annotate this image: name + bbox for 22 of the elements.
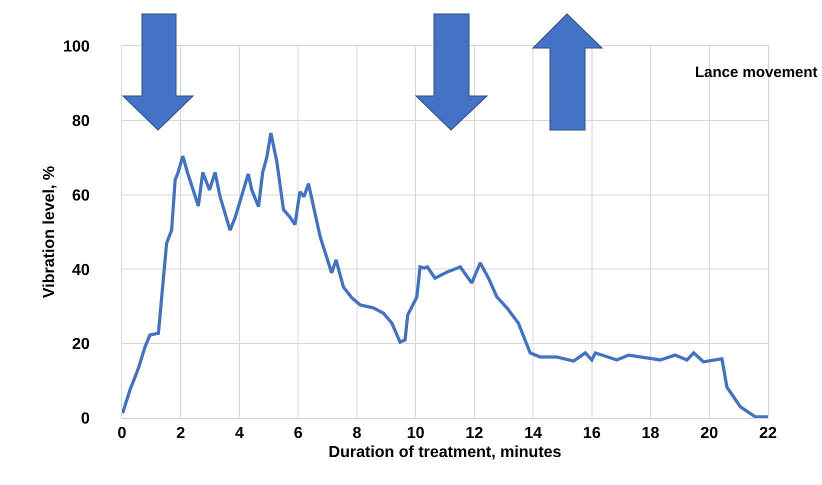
x-tick-label: 22 bbox=[759, 425, 777, 442]
x-tick-label: 18 bbox=[642, 425, 660, 442]
x-tick-label: 0 bbox=[118, 425, 127, 442]
x-tick-label: 16 bbox=[582, 425, 601, 442]
y-tick-label: 20 bbox=[72, 336, 90, 354]
y-tick-label: 80 bbox=[72, 113, 90, 130]
x-tick-label: 20 bbox=[700, 425, 718, 442]
y-tick-label: 40 bbox=[72, 262, 90, 279]
x-tick-label: 12 bbox=[465, 425, 484, 442]
x-tick-label: 4 bbox=[234, 425, 244, 442]
x-tick-label: 10 bbox=[406, 425, 425, 442]
line-series bbox=[122, 131, 768, 418]
y-tick-label: 0 bbox=[80, 410, 90, 428]
x-tick-label: 14 bbox=[524, 425, 542, 442]
y-tick-label: 100 bbox=[63, 38, 90, 56]
x-tick-label: 6 bbox=[294, 425, 303, 442]
y-tick-label: 60 bbox=[72, 187, 90, 204]
x-axis-title: Duration of treatment, minutes bbox=[328, 444, 562, 461]
y-axis-title: Vibration level, % bbox=[40, 166, 58, 298]
annotation: Lance movement bbox=[695, 64, 818, 81]
x-tick-label: 8 bbox=[352, 425, 362, 442]
x-tick-label: 2 bbox=[176, 425, 186, 442]
